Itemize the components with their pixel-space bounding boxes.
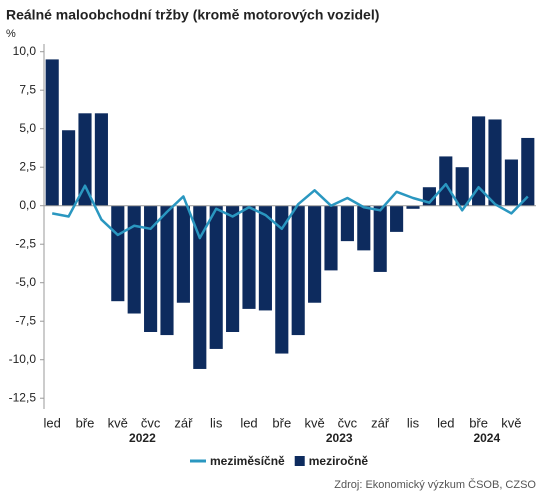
year-label: 2022	[129, 431, 156, 445]
x-tick-label: čvc	[141, 415, 161, 430]
legend-label: meziměsíčně	[210, 454, 285, 468]
x-tick-label: zář	[174, 415, 193, 430]
x-tick-label: led	[437, 415, 454, 430]
y-tick-label: 7,5	[19, 82, 36, 96]
legend-label: meziročně	[309, 454, 369, 468]
line	[51, 182, 529, 240]
x-tick-label: kvě	[501, 415, 521, 430]
y-tick-label: 0,0	[19, 198, 36, 212]
y-unit: %	[6, 28, 16, 40]
x-tick-label: bře	[469, 415, 488, 430]
bar	[193, 205, 207, 369]
x-tick-label: led	[44, 415, 61, 430]
x-tick-label: kvě	[108, 415, 128, 430]
year-label: 2023	[326, 431, 353, 445]
chart-title: Reálné maloobchodní tržby (kromě motorov…	[6, 7, 379, 23]
y-tick-label: -7,5	[15, 313, 36, 327]
y-tick-label: 5,0	[19, 121, 36, 135]
bar	[504, 159, 518, 206]
bar	[291, 205, 305, 336]
bar	[226, 205, 240, 332]
x-tick-label: čvc	[338, 415, 358, 430]
bar	[521, 137, 535, 206]
x-tick-label: lis	[210, 415, 223, 430]
bar	[340, 205, 354, 242]
bar	[455, 167, 469, 206]
bar	[275, 205, 289, 354]
bar	[160, 205, 174, 336]
source: Zdroj: Ekonomický výzkum ČSOB, CZSO	[334, 478, 536, 491]
x-tick-label: bře	[272, 415, 291, 430]
bar	[406, 205, 420, 209]
y-tick-label: -10,0	[9, 352, 37, 366]
bar	[439, 156, 453, 206]
bar	[373, 205, 387, 272]
bar	[144, 205, 158, 332]
x-tick-label: lis	[407, 415, 420, 430]
bar	[324, 205, 338, 271]
bar	[390, 205, 404, 232]
y-tick-label: -2,5	[15, 236, 36, 250]
bar	[62, 130, 76, 206]
bar	[258, 205, 272, 311]
bar	[242, 205, 256, 309]
y-tick-label: 2,5	[19, 159, 36, 173]
y-tick-label: 10,0	[13, 44, 37, 58]
bar	[308, 205, 322, 303]
bar	[127, 205, 141, 314]
year-label: 2024	[473, 431, 500, 445]
bar	[45, 59, 59, 206]
x-tick-label: zář	[371, 415, 390, 430]
x-tick-label: kvě	[304, 415, 324, 430]
bar	[176, 205, 190, 303]
y-tick-label: -5,0	[15, 275, 36, 289]
legend-swatch	[294, 456, 305, 466]
bar	[357, 205, 371, 251]
bar	[472, 116, 486, 206]
x-tick-label: led	[240, 415, 257, 430]
bar	[94, 113, 108, 206]
y-tick-label: -12,5	[9, 390, 37, 404]
bar	[488, 119, 502, 206]
bar	[209, 205, 223, 349]
x-tick-label: bře	[76, 415, 95, 430]
bar	[78, 113, 92, 206]
bar	[111, 205, 125, 302]
